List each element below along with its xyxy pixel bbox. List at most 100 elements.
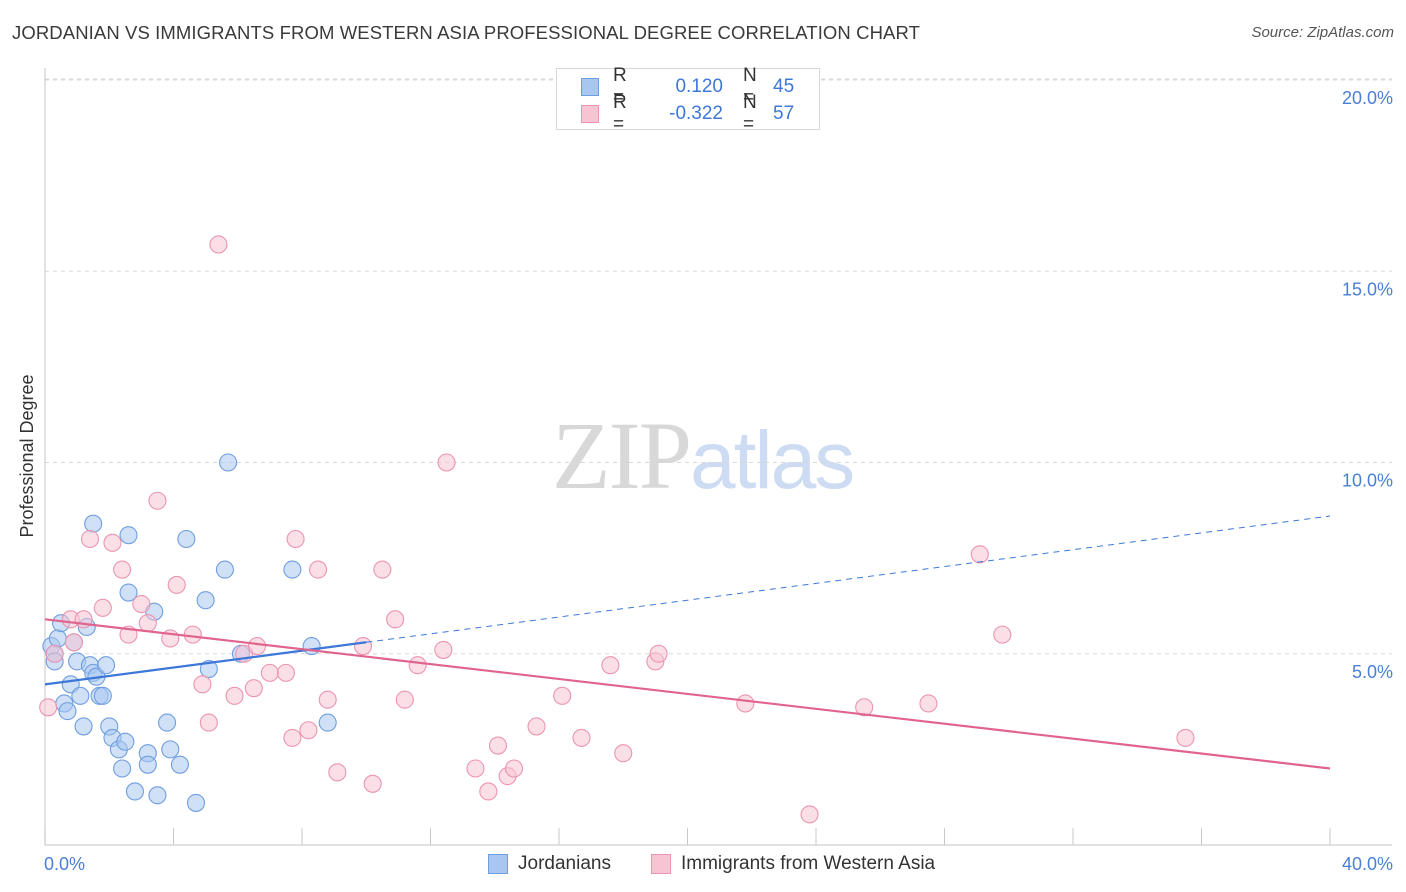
jordanian-point xyxy=(93,686,112,705)
jordanian-point xyxy=(58,702,77,721)
jordanian-point xyxy=(199,659,218,679)
x-tick-label: 40.0% xyxy=(1342,854,1393,874)
immigrant-point xyxy=(299,721,318,740)
legend-n-label: N = xyxy=(743,65,757,108)
jordanian-point xyxy=(196,591,215,610)
y-tick-label: 10.0% xyxy=(1342,471,1393,491)
immigrant-point xyxy=(309,560,328,579)
immigrant-point xyxy=(479,782,498,801)
immigrant-point xyxy=(193,675,212,694)
chart-title: JORDANIAN VS IMMIGRANTS FROM WESTERN ASI… xyxy=(12,22,921,43)
immigrant-point xyxy=(286,529,305,549)
legend-r-label: R = xyxy=(613,92,627,135)
legend-r-label: R = xyxy=(613,65,627,108)
bottom-legend-jordanians: Jordanians xyxy=(488,852,611,876)
immigrant-point xyxy=(993,625,1012,644)
immigrant-point xyxy=(466,759,485,778)
jordanian-point xyxy=(158,713,177,732)
immigrant-point xyxy=(39,698,58,717)
bottom-legend-label-jordanians: Jordanians xyxy=(518,853,611,874)
immigrant-point xyxy=(527,717,546,736)
legend-swatch-pink xyxy=(581,105,599,123)
immigrant-point xyxy=(970,545,989,564)
immigrant-point xyxy=(148,491,167,510)
jordanian-point xyxy=(113,759,132,778)
bottom-legend-swatch-pink xyxy=(651,854,671,874)
immigrant-point xyxy=(488,736,508,755)
immigrant-point xyxy=(113,560,132,579)
immigrant-point xyxy=(395,690,414,709)
jordanian-point xyxy=(318,713,337,732)
immigrant-point xyxy=(247,637,267,656)
immigrant-point xyxy=(138,614,157,633)
immigrant-point xyxy=(614,744,633,763)
immigrant-point xyxy=(434,640,453,659)
legend-row-jordanians: R = 0.120 N = 45 xyxy=(581,65,795,108)
immigrant-point xyxy=(244,679,263,698)
jordanian-trendline-extension xyxy=(366,515,1331,643)
immigrant-point xyxy=(183,625,202,644)
jordanian-point xyxy=(177,529,196,549)
jordanian-point xyxy=(74,717,93,736)
immigrant-point xyxy=(283,728,302,747)
correlation-legend: R = 0.120 N = 45 R = -0.322 N = 57 xyxy=(556,65,820,135)
immigrant-point xyxy=(649,644,668,663)
y-tick-label: 20.0% xyxy=(1342,88,1393,108)
jordanian-point xyxy=(161,740,180,759)
immigrant-point xyxy=(373,560,392,579)
immigrant-point xyxy=(93,598,112,617)
jordanian-point xyxy=(84,514,103,533)
jordanian-point xyxy=(48,629,67,648)
immigrant-point xyxy=(363,774,382,793)
immigrant-point xyxy=(167,575,186,594)
immigrant-point xyxy=(736,694,755,713)
y-axis-title: Professional Degree xyxy=(17,374,37,537)
immigrant-point xyxy=(199,713,218,732)
immigrant-point xyxy=(408,656,427,675)
jordanian-point xyxy=(186,793,206,812)
bottom-legend-immigrants: Immigrants from Western Asia xyxy=(651,852,935,876)
immigrant-point xyxy=(209,235,228,254)
immigrant-point xyxy=(80,529,100,549)
immigrant-point xyxy=(504,759,524,778)
bottom-legend-label-immigrants: Immigrants from Western Asia xyxy=(681,853,936,874)
x-tick-label: 0.0% xyxy=(44,854,85,874)
immigrant-point xyxy=(103,533,122,552)
legend-n-value: 45 xyxy=(773,76,795,97)
jordanian-point xyxy=(170,755,189,774)
jordanian-point xyxy=(148,786,167,805)
immigrant-point xyxy=(225,686,244,705)
immigrant-point xyxy=(64,633,83,652)
immigrant-point xyxy=(919,694,938,713)
immigrant-point xyxy=(1176,728,1195,747)
jordanian-point xyxy=(219,453,238,472)
immigrant-point xyxy=(353,637,373,656)
jordanian-point xyxy=(283,560,302,579)
legend-row-immigrants: R = -0.322 N = 57 xyxy=(581,92,795,135)
legend-n-label: N = xyxy=(743,92,757,135)
bottom-legend-swatch-blue xyxy=(488,854,508,874)
jordanian-point xyxy=(116,732,135,751)
immigrant-point xyxy=(601,656,620,675)
legend-n-value: 57 xyxy=(773,103,795,124)
jordanian-point xyxy=(138,755,157,774)
jordanian-trendline xyxy=(44,641,367,686)
jordanian-point xyxy=(125,782,144,801)
watermark-zip: ZIP xyxy=(552,402,692,509)
legend-r-value: 0.120 xyxy=(675,76,723,97)
y-tick-label: 5.0% xyxy=(1352,662,1393,682)
immigrant-point xyxy=(855,698,874,717)
watermark-atlas: atlas xyxy=(690,415,855,506)
legend-r-value: -0.322 xyxy=(669,103,723,124)
immigrant-point xyxy=(318,690,337,709)
immigrant-point xyxy=(260,663,279,682)
y-tick-label: 15.0% xyxy=(1342,279,1393,299)
immigrant-point xyxy=(553,686,572,705)
immigrant-point xyxy=(386,610,405,629)
immigrant-point xyxy=(328,763,347,782)
immigrant-point xyxy=(276,663,295,682)
jordanian-point xyxy=(119,583,138,602)
jordanian-point xyxy=(71,686,90,705)
immigrant-point xyxy=(437,453,456,472)
